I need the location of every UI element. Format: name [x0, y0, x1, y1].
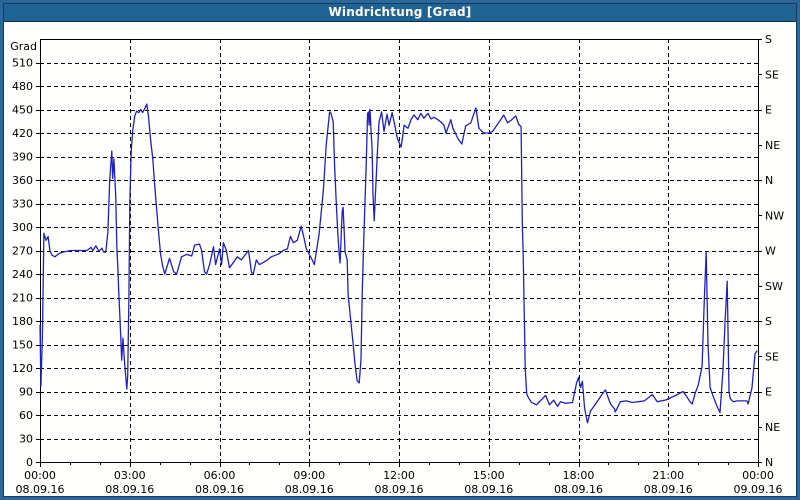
y-left-tick-label: 150	[12, 339, 33, 352]
y-left-tick-label: 450	[12, 104, 33, 117]
y-right-tick-label: N	[765, 174, 773, 187]
x-tick-date-label: 08.09.16	[195, 483, 244, 496]
x-tick-time-label: 09:00	[293, 469, 325, 482]
series-line-windrichtung	[39, 103, 758, 424]
x-tick-time-label: 00:00	[24, 469, 56, 482]
y-left-tick-label: 360	[12, 174, 33, 187]
y-right-tick-label: SE	[765, 350, 779, 363]
y-right-tick-label: E	[765, 386, 772, 399]
y-right-tick-label: N	[765, 456, 773, 469]
y-right-tick-label: W	[765, 245, 776, 258]
y-right-tick-label: NW	[765, 209, 784, 222]
x-tick-date-label: 09.09.16	[734, 483, 783, 496]
y-left-tick-label: 120	[12, 362, 33, 375]
y-left-tick-label: 270	[12, 245, 33, 258]
y-left-tick-label: 60	[19, 409, 33, 422]
chart-area: 0 30 60 90 120 150 180 210 240 270 300 330 360 390 420…	[4, 22, 796, 496]
y-left-tick-label: 0	[26, 456, 33, 469]
x-tick-time-label: 15:00	[473, 469, 505, 482]
title-bar: Windrichtung [Grad]	[4, 4, 796, 22]
x-tick-time-label: 18:00	[563, 469, 595, 482]
y-right-tick-label: S	[765, 315, 772, 328]
y-right-tick-label: S	[765, 33, 772, 46]
y-left-tick-label: 90	[19, 386, 33, 399]
y-left-tick-label: 480	[12, 80, 33, 93]
wind-direction-chart: 0 30 60 90 120 150 180 210 240 270 300 330 360 390 420…	[10, 33, 784, 496]
y-right-tick-label: SE	[765, 68, 779, 81]
y-right-tick-label: NE	[765, 421, 780, 434]
x-tick-date-label: 08.09.16	[644, 483, 693, 496]
window-frame: Windrichtung [Grad] 0 30 60 90 120 150 180 210 2…	[3, 3, 797, 497]
x-tick-date-label: 08.09.16	[464, 483, 513, 496]
y-right-tick-label: E	[765, 104, 772, 117]
x-tick-date-label: 08.09.16	[105, 483, 154, 496]
y-axis-title: Grad	[10, 40, 37, 53]
x-tick-date-label: 08.09.16	[554, 483, 603, 496]
y-left-tick-label: 240	[12, 268, 33, 281]
y-left-tick-label: 30	[19, 433, 33, 446]
x-tick-date-label: 08.09.16	[375, 483, 424, 496]
x-tick-time-label: 21:00	[652, 469, 684, 482]
x-tick-date-label: 08.09.16	[285, 483, 334, 496]
y-left-tick-label: 330	[12, 198, 33, 211]
y-left-tick-label: 210	[12, 292, 33, 305]
y-left-tick-label: 300	[12, 221, 33, 234]
x-tick-time-label: 12:00	[383, 469, 415, 482]
x-tick-date-label: 08.09.16	[16, 483, 65, 496]
y-left-tick-label: 390	[12, 151, 33, 164]
x-tick-time-label: 00:00	[742, 469, 774, 482]
y-left-tick-label: 510	[12, 57, 33, 70]
y-left-tick-label: 420	[12, 127, 33, 140]
x-tick-time-label: 03:00	[114, 469, 146, 482]
plot-frame	[40, 39, 759, 463]
y-right-tick-label: NE	[765, 139, 780, 152]
y-left-tick-label: 180	[12, 315, 33, 328]
x-tick-time-label: 06:00	[204, 469, 236, 482]
y-right-tick-label: SW	[765, 280, 783, 293]
